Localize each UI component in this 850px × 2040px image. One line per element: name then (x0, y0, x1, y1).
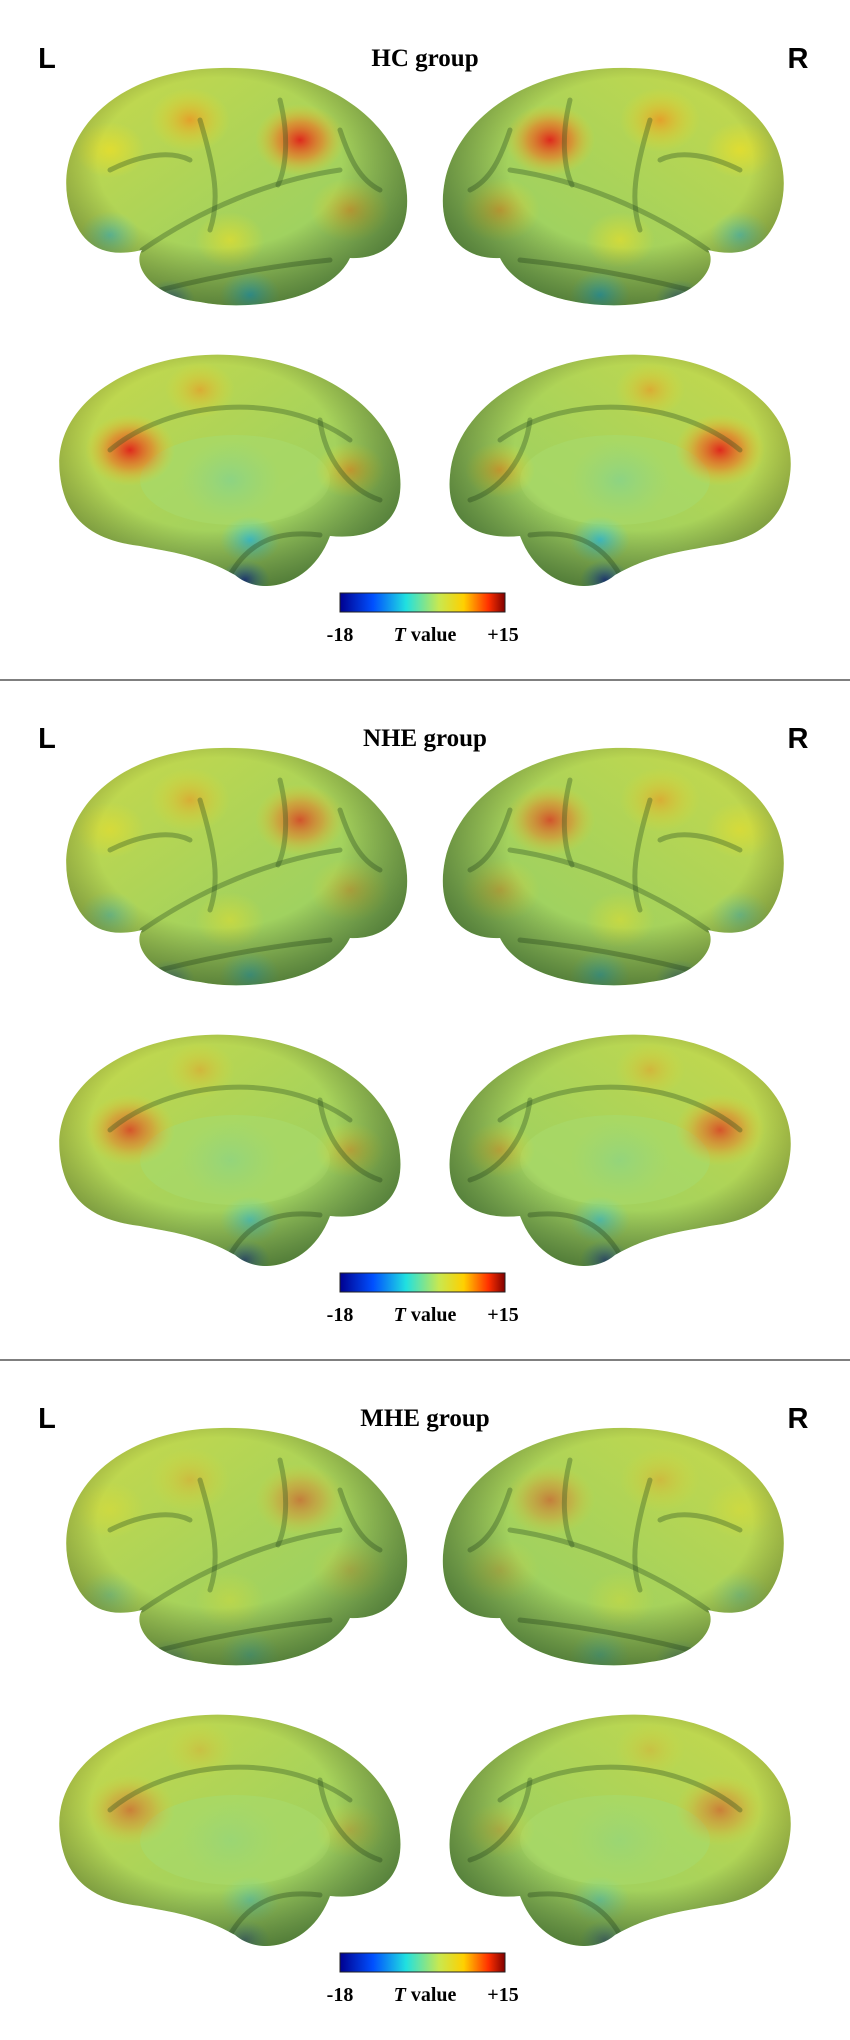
brain-map (449, 354, 791, 587)
colorbar-unit: value (411, 1984, 457, 2006)
hemisphere-label: L (38, 1403, 56, 1435)
colorbar-min: -18 (327, 1304, 354, 1326)
shading (442, 1427, 784, 1666)
brain-map (66, 67, 408, 306)
shading (66, 747, 408, 986)
colorbar-max: +15 (487, 1984, 518, 2006)
colorbar-variable: T (394, 1984, 407, 2006)
colorbar-unit: value (411, 1304, 457, 1326)
hemisphere-label: R (788, 43, 809, 75)
panel: L R HC group -18 +15 T value (38, 43, 808, 646)
colorbar-variable: T (394, 1304, 407, 1326)
panel-title: MHE group (360, 1405, 489, 1432)
brain-map (449, 1714, 791, 1947)
brain-surface (66, 67, 408, 306)
shading (442, 67, 784, 306)
panel-title: NHE group (363, 725, 487, 752)
colorbar (339, 592, 506, 613)
brain-map (59, 1034, 401, 1267)
panel: L R NHE group -18 +15 T value (0, 679, 850, 1326)
hemisphere-label: R (788, 723, 809, 755)
colorbar-min: -18 (327, 624, 354, 646)
shading (59, 1714, 401, 1946)
brain-surface (449, 1034, 791, 1267)
brain-surface (449, 1714, 791, 1947)
brain-surface (449, 354, 791, 587)
brain-surface (59, 1034, 401, 1267)
brain-map (442, 1427, 784, 1666)
brain-surface (442, 1427, 784, 1666)
shading (66, 67, 408, 306)
brain-surface (442, 747, 784, 986)
brain-map (59, 1714, 401, 1947)
brain-map (442, 67, 784, 306)
brain-surface (59, 354, 401, 587)
panel: L R MHE group -18 +15 T value (0, 1359, 850, 2006)
shading (449, 354, 791, 586)
shading (442, 747, 784, 986)
colorbar-max: +15 (487, 624, 518, 646)
colorbar-max: +15 (487, 1304, 518, 1326)
shading (449, 1034, 791, 1266)
colorbar (339, 1272, 506, 1293)
shading (449, 1714, 791, 1946)
colorbar-unit: value (411, 624, 457, 646)
shading (59, 354, 401, 586)
colorbar-min: -18 (327, 1984, 354, 2006)
shading (59, 1034, 401, 1266)
brain-surface (442, 67, 784, 306)
brain-surface (59, 1714, 401, 1947)
shading (66, 1427, 408, 1666)
hemisphere-label: R (788, 1403, 809, 1435)
brain-map (59, 354, 401, 587)
colorbar-variable: T (394, 624, 407, 646)
panel-title: HC group (371, 45, 478, 72)
brain-map (66, 747, 408, 986)
hemisphere-label: L (38, 43, 56, 75)
hemisphere-label: L (38, 723, 56, 755)
colorbar (339, 1952, 506, 1973)
brain-surface (66, 1427, 408, 1666)
brain-surface (66, 747, 408, 986)
brain-map (449, 1034, 791, 1267)
brain-map (442, 747, 784, 986)
brain-map (66, 1427, 408, 1666)
